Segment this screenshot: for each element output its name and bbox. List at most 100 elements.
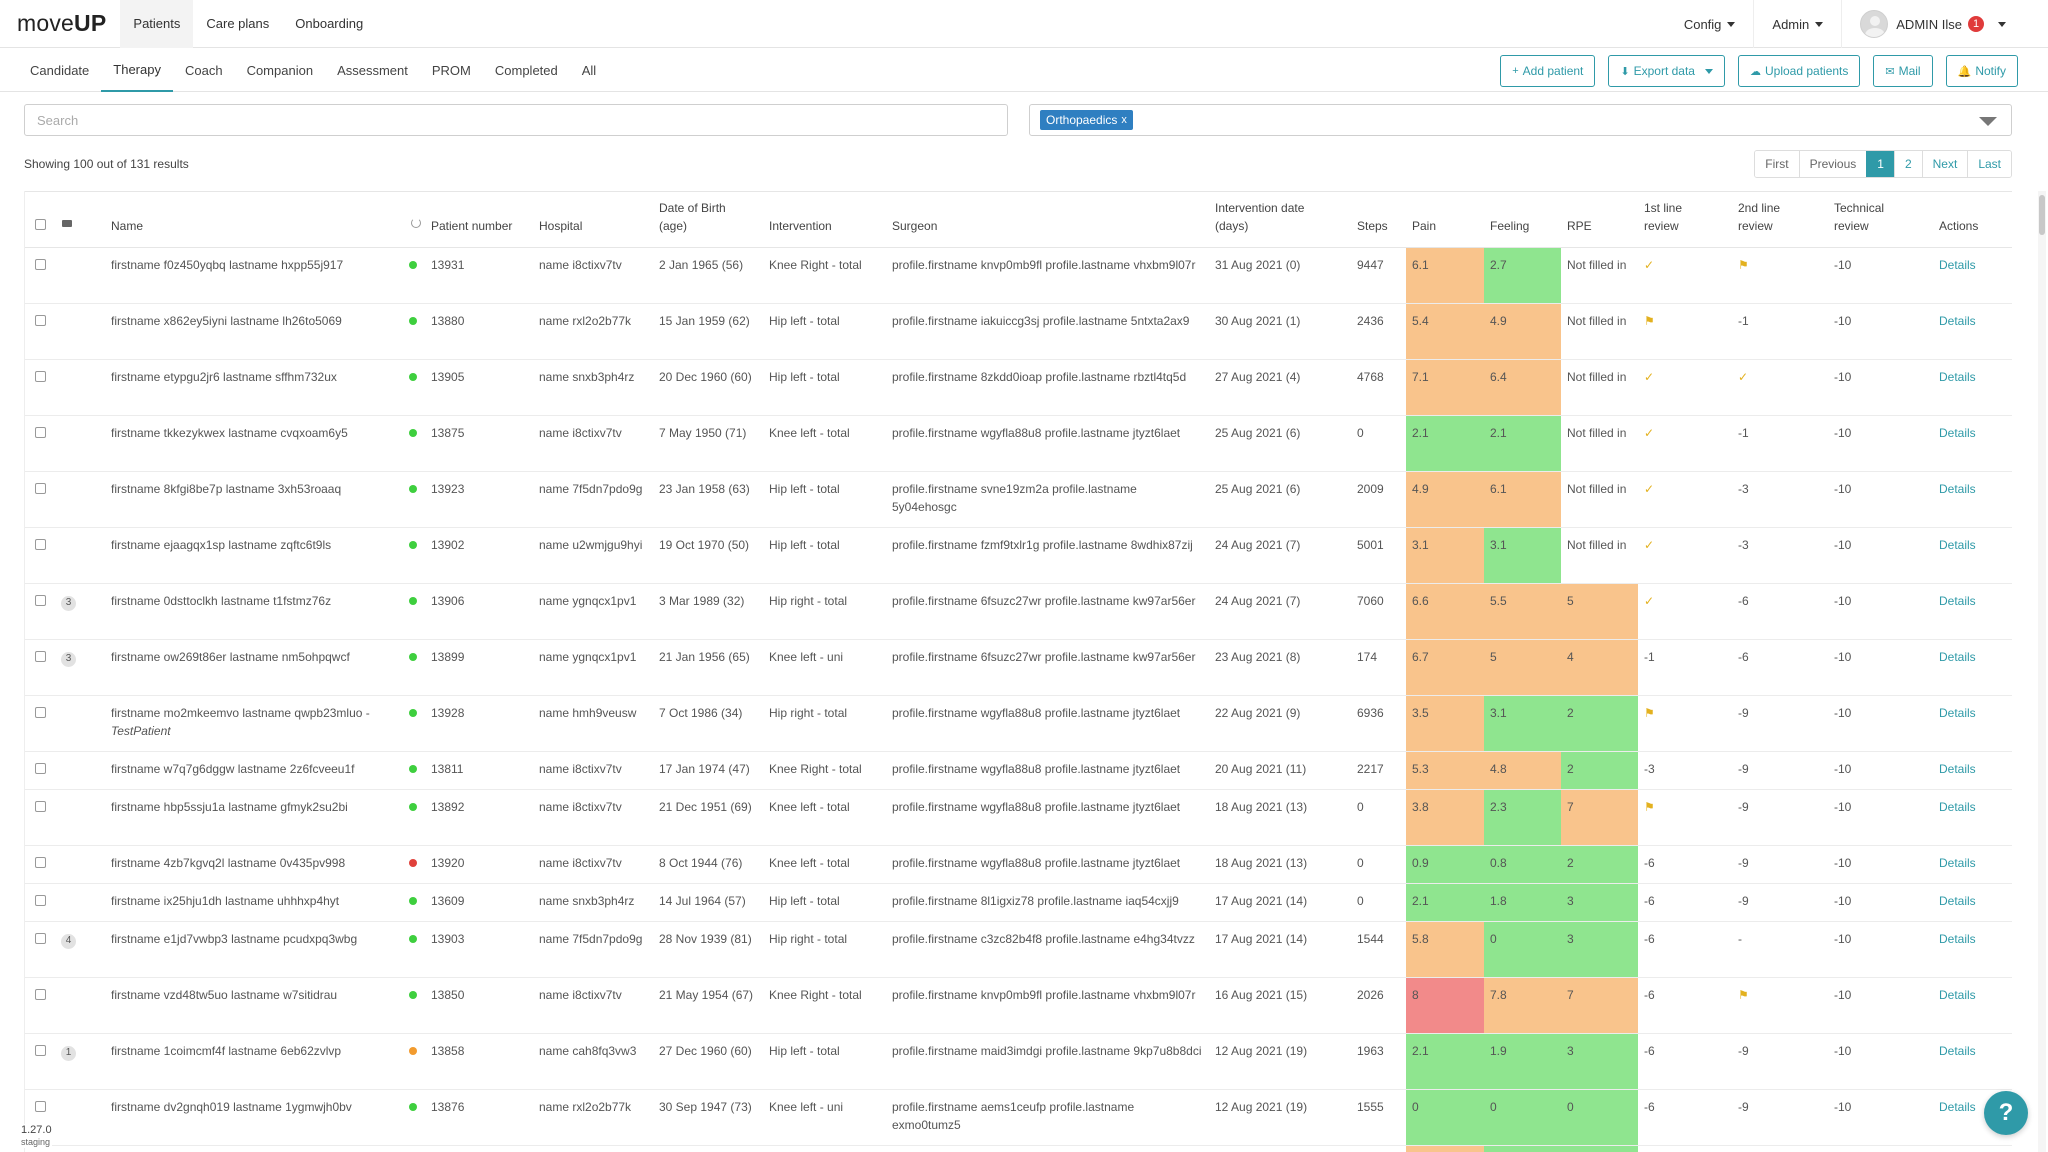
table-row[interactable]: firstname etypgu2jr6 lastname sffhm732ux…: [25, 359, 2012, 416]
details-link[interactable]: Details: [1939, 762, 1976, 776]
row-checkbox[interactable]: [35, 595, 46, 606]
table-row[interactable]: firstname ejaagqx1sp lastname zqftc6t9ls…: [25, 527, 2012, 584]
page-next[interactable]: Next: [1921, 151, 1968, 177]
nav-onboarding[interactable]: Onboarding: [295, 16, 364, 31]
col-patient-number[interactable]: Patient number: [425, 191, 533, 248]
brand-logo[interactable]: moveUP: [17, 10, 107, 36]
row-checkbox[interactable]: [35, 857, 46, 868]
details-link[interactable]: Details: [1939, 856, 1976, 870]
row-checkbox[interactable]: [35, 315, 46, 326]
row-checkbox[interactable]: [35, 483, 46, 494]
notify-button[interactable]: 🔔 Notify: [1945, 55, 2018, 87]
row-checkbox[interactable]: [35, 259, 46, 270]
tab-assessment[interactable]: Assessment: [337, 62, 408, 78]
page-1[interactable]: 1: [1866, 151, 1894, 177]
col-rpe[interactable]: RPE: [1561, 191, 1638, 248]
table-row[interactable]: firstname 4zb7kgvq2l lastname 0v435pv998…: [25, 845, 2012, 884]
details-link[interactable]: Details: [1939, 1044, 1976, 1058]
message-count-badge[interactable]: 3: [61, 595, 76, 611]
table-row[interactable]: 1 firstname 1coimcmf4f lastname 6eb62zvlv…: [25, 1033, 2012, 1090]
details-link[interactable]: Details: [1939, 258, 1976, 272]
row-checkbox[interactable]: [35, 895, 46, 906]
details-link[interactable]: Details: [1939, 426, 1976, 440]
table-row[interactable]: firstname f0z450yqbq lastname hxpp55j917…: [25, 247, 2012, 304]
mail-button[interactable]: ✉ Mail: [1873, 55, 1933, 87]
row-checkbox[interactable]: [35, 427, 46, 438]
details-link[interactable]: Details: [1939, 538, 1976, 552]
page-first[interactable]: First: [1755, 151, 1799, 177]
tab-completed[interactable]: Completed: [494, 62, 558, 78]
tab-therapy[interactable]: Therapy: [101, 48, 173, 92]
col-dob[interactable]: Date of Birth (age): [653, 191, 763, 248]
select-all-checkbox[interactable]: [35, 219, 46, 230]
message-count-badge[interactable]: 1: [61, 1045, 76, 1061]
row-checkbox[interactable]: [35, 1101, 46, 1112]
tab-coach[interactable]: Coach: [184, 62, 223, 78]
config-dropdown[interactable]: Config: [1666, 0, 1754, 48]
table-row[interactable]: firstname dv2gnqh019 lastname 1ygmwjh0bv…: [25, 1089, 2012, 1146]
row-checkbox[interactable]: [35, 989, 46, 1000]
row-checkbox[interactable]: [35, 539, 46, 550]
dropdown-arrow-icon[interactable]: [1979, 117, 1997, 126]
col-feeling[interactable]: Feeling: [1484, 191, 1561, 248]
export-data-button[interactable]: ⬇ Export data: [1608, 55, 1725, 87]
col-name[interactable]: Name: [105, 191, 405, 248]
col-intervention-date[interactable]: Intervention date (days): [1209, 191, 1351, 248]
row-checkbox[interactable]: [35, 933, 46, 944]
details-link[interactable]: Details: [1939, 894, 1976, 908]
table-row[interactable]: firstname hbp5ssju1a lastname gfmyk2su2b…: [25, 789, 2012, 846]
details-link[interactable]: Details: [1939, 1100, 1976, 1114]
nav-patients[interactable]: Patients: [120, 0, 194, 48]
tag-remove-icon[interactable]: x: [1121, 114, 1127, 126]
table-row[interactable]: 4 firstname e1jd7vwbp3 lastname pcudxpq3w…: [25, 921, 2012, 978]
details-link[interactable]: Details: [1939, 800, 1976, 814]
row-checkbox[interactable]: [35, 763, 46, 774]
row-checkbox[interactable]: [35, 707, 46, 718]
table-row[interactable]: [25, 1145, 2012, 1152]
col-technical-review[interactable]: Technical review: [1828, 191, 1933, 248]
col-hospital[interactable]: Hospital: [533, 191, 653, 248]
table-row[interactable]: 3 firstname 0dsttoclkh lastname t1fstmz76…: [25, 583, 2012, 640]
table-row[interactable]: firstname mo2mkeemvo lastname qwpb23mluo…: [25, 695, 2012, 752]
row-checkbox[interactable]: [35, 651, 46, 662]
tab-prom[interactable]: PROM: [431, 62, 471, 78]
message-count-badge[interactable]: 4: [61, 933, 76, 949]
message-count-badge[interactable]: 3: [61, 651, 76, 667]
admin-dropdown[interactable]: Admin: [1753, 0, 1841, 48]
table-row[interactable]: firstname vzd48tw5uo lastname w7sitidrau…: [25, 977, 2012, 1034]
details-link[interactable]: Details: [1939, 370, 1976, 384]
col-second-review[interactable]: 2nd line review: [1732, 191, 1828, 248]
tab-candidate[interactable]: Candidate: [30, 62, 90, 78]
details-link[interactable]: Details: [1939, 594, 1976, 608]
table-row[interactable]: firstname w7q7g6dggw lastname 2z6fcveeu1…: [25, 751, 2012, 790]
col-first-review[interactable]: 1st line review: [1638, 191, 1732, 248]
details-link[interactable]: Details: [1939, 932, 1976, 946]
department-filter-select[interactable]: Orthopaedics x: [1029, 104, 2012, 136]
row-checkbox[interactable]: [35, 801, 46, 812]
col-intervention[interactable]: Intervention: [763, 191, 886, 248]
row-checkbox[interactable]: [35, 1045, 46, 1056]
user-menu[interactable]: ADMIN Ilse 1: [1841, 0, 2048, 48]
scrollbar-track[interactable]: [2038, 191, 2046, 1152]
details-link[interactable]: Details: [1939, 706, 1976, 720]
details-link[interactable]: Details: [1939, 482, 1976, 496]
table-row[interactable]: firstname tkkezykwex lastname cvqxoam6y5…: [25, 415, 2012, 472]
row-checkbox[interactable]: [35, 371, 46, 382]
search-input[interactable]: [24, 104, 1008, 136]
nav-care-plans[interactable]: Care plans: [206, 16, 270, 31]
table-row[interactable]: firstname x862ey5iyni lastname lh26to506…: [25, 303, 2012, 360]
tab-all[interactable]: All: [581, 62, 597, 78]
col-steps[interactable]: Steps: [1351, 191, 1406, 248]
table-row[interactable]: 3 firstname ow269t86er lastname nm5ohpqwc…: [25, 639, 2012, 696]
col-surgeon[interactable]: Surgeon: [886, 191, 1209, 248]
details-link[interactable]: Details: [1939, 650, 1976, 664]
add-patient-button[interactable]: + Add patient: [1500, 55, 1596, 87]
page-last[interactable]: Last: [1967, 151, 2011, 177]
details-link[interactable]: Details: [1939, 314, 1976, 328]
details-link[interactable]: Details: [1939, 988, 1976, 1002]
page-2[interactable]: 2: [1893, 151, 1922, 177]
tab-companion[interactable]: Companion: [246, 62, 314, 78]
page-previous[interactable]: Previous: [1798, 151, 1867, 177]
col-pain[interactable]: Pain: [1406, 191, 1484, 248]
table-row[interactable]: firstname ix25hju1dh lastname uhhhxp4hyt…: [25, 883, 2012, 922]
